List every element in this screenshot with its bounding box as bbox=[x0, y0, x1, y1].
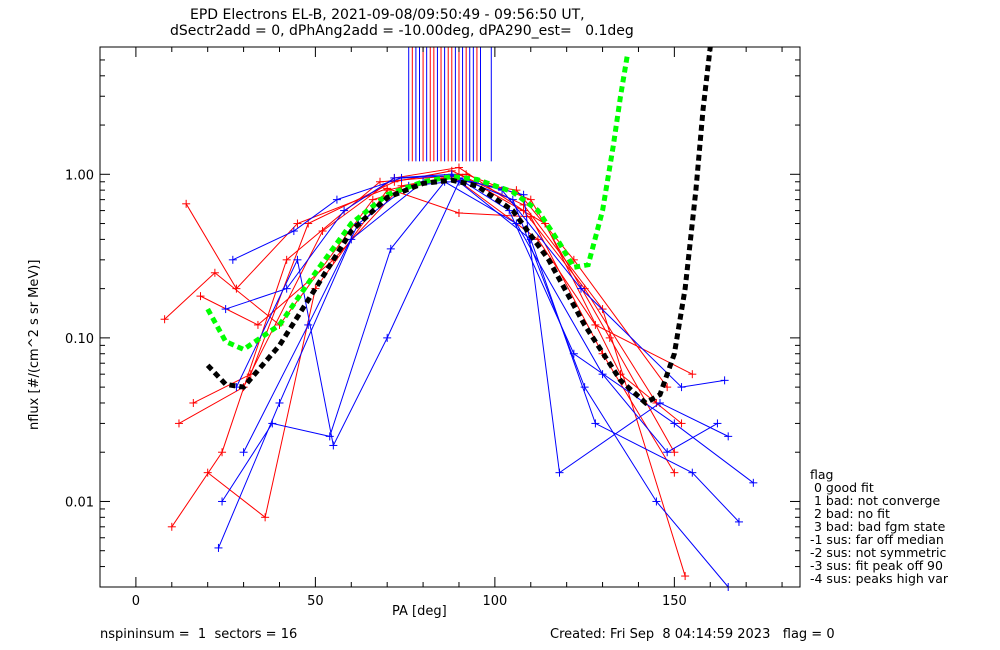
blue-series-point bbox=[332, 195, 341, 204]
blue-series-point bbox=[221, 305, 230, 314]
x-tick-label: 100 bbox=[482, 594, 507, 609]
red-series-point bbox=[681, 572, 690, 581]
chart-title-line2: dSectr2add = 0, dPhAng2add = -10.00deg, … bbox=[170, 23, 634, 39]
legend-title: flag bbox=[810, 467, 834, 482]
blue-series-point bbox=[713, 419, 722, 428]
plot-frame bbox=[99, 46, 801, 588]
red-series-point bbox=[397, 181, 406, 190]
blue-series-point bbox=[325, 432, 334, 441]
red-series-line bbox=[171, 175, 693, 528]
legend-item: -1 sus: far off median bbox=[810, 532, 944, 547]
fit-black-line bbox=[205, 46, 713, 407]
red-series-point bbox=[368, 195, 377, 204]
blue-series-point bbox=[688, 468, 697, 477]
blue-series-point bbox=[734, 517, 743, 526]
red-series-point bbox=[282, 255, 291, 264]
blue-series-point bbox=[670, 419, 679, 428]
legend-item: 1 bad: not converge bbox=[810, 493, 941, 508]
blue-series-point bbox=[652, 497, 661, 506]
legend-item: -2 sus: not symmetric bbox=[810, 545, 947, 560]
red-series-point bbox=[196, 292, 205, 301]
red-series-point bbox=[167, 522, 176, 531]
legend-item: 0 good fit bbox=[810, 480, 874, 495]
x-tick-label: 150 bbox=[662, 594, 687, 609]
blue-series-point bbox=[304, 320, 313, 329]
red-series-point bbox=[454, 163, 463, 172]
x-tick-label: 0 bbox=[132, 594, 140, 609]
blue-series-point bbox=[228, 255, 237, 264]
red-series-point bbox=[318, 227, 327, 236]
blue-series-line bbox=[243, 179, 729, 474]
blue-series-point bbox=[275, 398, 284, 407]
blue-series-point bbox=[239, 448, 248, 457]
blue-series-point bbox=[397, 173, 406, 182]
fit-green-line bbox=[205, 52, 631, 353]
blue-series-point bbox=[268, 419, 277, 428]
red-series-point bbox=[261, 513, 270, 522]
red-series-point bbox=[454, 208, 463, 217]
footer-left: nspininsum = 1 sectors = 16 bbox=[100, 627, 298, 642]
blue-series-line bbox=[235, 180, 740, 523]
red-series-line bbox=[185, 187, 675, 473]
series-layer bbox=[160, 47, 758, 591]
red-series-point bbox=[376, 177, 384, 186]
red-series-line bbox=[193, 170, 686, 577]
axes: 0 50 100 150 0.01 0.10 1.00 bbox=[65, 46, 801, 609]
footer-right: Created: Fri Sep 8 04:14:59 2023 flag = … bbox=[550, 627, 835, 642]
red-series-point bbox=[293, 219, 302, 228]
blue-series-point bbox=[724, 432, 733, 441]
blue-series-point bbox=[340, 206, 349, 215]
red-series-point bbox=[605, 333, 614, 342]
red-series-point bbox=[210, 268, 219, 277]
blue-series-point bbox=[214, 543, 223, 552]
red-series-point bbox=[670, 468, 679, 477]
blue-series-point bbox=[555, 468, 564, 477]
red-series-point bbox=[182, 199, 191, 208]
y-axis-label: nflux [#/(cm^2 s sr MeV)] bbox=[27, 259, 42, 430]
blue-series-point bbox=[580, 383, 589, 392]
legend-item: 3 bad: bad fgm state bbox=[810, 519, 946, 534]
y-tick-label: 0.01 bbox=[65, 495, 94, 510]
blue-series-point bbox=[218, 497, 227, 506]
blue-series-point bbox=[293, 255, 302, 264]
blue-series-point bbox=[383, 333, 392, 342]
red-series-point bbox=[174, 419, 183, 428]
legend-item: 2 bad: no fit bbox=[810, 506, 890, 521]
chart-title-line1: EPD Electrons EL-B, 2021-09-08/09:50:49 … bbox=[190, 7, 585, 23]
red-series-line bbox=[207, 173, 682, 519]
x-axis-label: PA [deg] bbox=[392, 604, 447, 619]
flag-legend: flag 0 good fit 1 bad: not converge 2 ba… bbox=[810, 468, 948, 585]
blue-series-point bbox=[591, 419, 600, 428]
red-series-point bbox=[677, 419, 686, 428]
red-series-point bbox=[253, 320, 262, 329]
fit-layer bbox=[205, 46, 713, 407]
legend-item: -3 sus: fit peak off 90 bbox=[810, 558, 943, 573]
red-series-point bbox=[670, 448, 679, 457]
blue-series-point bbox=[720, 376, 729, 385]
red-series-point bbox=[218, 448, 227, 457]
y-tick-label: 1.00 bbox=[65, 168, 94, 183]
blue-series-point bbox=[677, 383, 686, 392]
blue-series-point bbox=[577, 284, 586, 293]
blue-series-point bbox=[329, 441, 338, 450]
red-series-point bbox=[189, 398, 198, 407]
blue-series-point bbox=[663, 448, 672, 457]
y-tick-label: 0.10 bbox=[65, 332, 94, 347]
x-tick-label: 50 bbox=[307, 594, 324, 609]
blue-series-point bbox=[749, 478, 758, 487]
blue-series-point bbox=[598, 370, 607, 379]
red-series-point bbox=[203, 468, 212, 477]
red-series-point bbox=[688, 370, 697, 379]
legend-item: -4 sus: peaks high var bbox=[810, 571, 949, 586]
blue-series-point bbox=[656, 398, 664, 407]
red-series-point bbox=[160, 315, 169, 324]
blue-series-point bbox=[386, 244, 395, 253]
blue-series-point bbox=[512, 219, 521, 228]
blue-series-point bbox=[289, 227, 298, 236]
